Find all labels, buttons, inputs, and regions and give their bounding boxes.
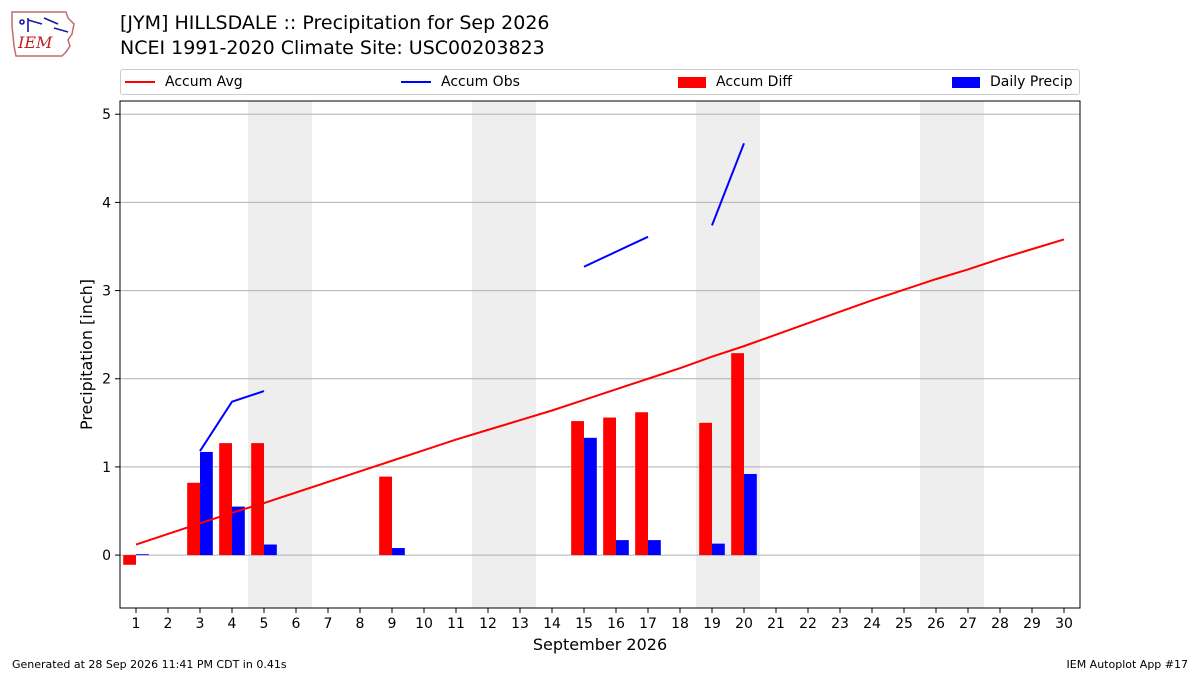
bar-accum-diff	[219, 443, 232, 556]
y-axis-label: Precipitation [inch]	[77, 279, 96, 430]
chart-title: [JYM] HILLSDALE :: Precipitation for Sep…	[120, 12, 550, 34]
bar-accum-diff	[571, 421, 584, 556]
x-tick-label: 25	[895, 616, 913, 632]
x-tick-label: 28	[991, 616, 1009, 632]
bar-accum-diff	[699, 422, 712, 556]
y-tick-label: 5	[102, 107, 111, 123]
bar-accum-diff	[251, 443, 264, 556]
x-tick-label: 7	[324, 616, 333, 632]
legend-item-accum-diff: Accum Diff	[678, 70, 792, 94]
bar-daily-precip	[232, 506, 245, 556]
bar-accum-diff	[731, 353, 744, 556]
bar-daily-precip	[584, 437, 597, 556]
x-tick-label: 2	[164, 616, 173, 632]
bar-daily-precip	[136, 554, 149, 556]
x-tick-label: 3	[196, 616, 205, 632]
iem-logo: IEM	[11, 11, 75, 57]
x-tick-label: 12	[479, 616, 497, 632]
legend: Accum Avg Accum Obs Accum Diff Daily Pre…	[120, 69, 1080, 95]
x-tick-label: 24	[863, 616, 881, 632]
bar-accum-diff	[123, 555, 136, 565]
y-tick-label: 1	[102, 460, 111, 476]
legend-swatch-daily-precip	[952, 76, 980, 88]
bar-daily-precip	[616, 540, 629, 556]
legend-label-daily-precip: Daily Precip	[990, 74, 1073, 90]
legend-label-accum-diff: Accum Diff	[716, 74, 793, 90]
bar-daily-precip	[712, 543, 725, 556]
x-tick-label: 17	[639, 616, 657, 632]
plot-frame	[119, 100, 1081, 609]
x-tick-label: 29	[1023, 616, 1041, 632]
line-accum-obs	[583, 235, 649, 268]
y-tick-label: 2	[102, 372, 111, 388]
bar-accum-diff	[603, 417, 616, 556]
bar-daily-precip	[392, 548, 405, 556]
line-accum-avg	[135, 238, 1065, 546]
x-tick-label: 10	[415, 616, 433, 632]
y-tick-label: 3	[102, 284, 111, 300]
legend-label-accum-avg: Accum Avg	[165, 74, 243, 90]
bar-daily-precip	[648, 540, 661, 556]
line-accum-obs	[711, 142, 745, 226]
x-tick-label: 22	[799, 616, 817, 632]
weekend-shade	[472, 101, 536, 608]
x-tick-label: 8	[356, 616, 365, 632]
x-tick-label: 6	[292, 616, 301, 632]
x-tick-label: 5	[260, 616, 269, 632]
x-tick-label: 21	[767, 616, 785, 632]
footer-app: IEM Autoplot App #17	[1066, 658, 1189, 671]
x-tick-label: 14	[543, 616, 561, 632]
y-tick-label: 4	[102, 195, 111, 211]
x-tick-label: 11	[447, 616, 465, 632]
legend-swatch-accum-obs	[401, 81, 431, 83]
bar-daily-precip	[744, 473, 757, 556]
x-tick-label: 30	[1055, 616, 1073, 632]
bar-accum-diff	[635, 412, 648, 556]
y-tick-label: 0	[102, 548, 111, 564]
bar-accum-diff	[187, 482, 200, 556]
chart-subtitle: NCEI 1991-2020 Climate Site: USC00203823	[120, 37, 545, 59]
legend-item-daily-precip: Daily Precip	[952, 70, 1073, 94]
legend-label-accum-obs: Accum Obs	[441, 74, 520, 90]
x-tick-label: 13	[511, 616, 529, 632]
legend-swatch-accum-avg	[125, 81, 155, 83]
footer-generated: Generated at 28 Sep 2026 11:41 PM CDT in…	[12, 658, 287, 671]
x-tick-label: 23	[831, 616, 849, 632]
x-tick-label: 18	[671, 616, 689, 632]
x-tick-label: 1	[132, 616, 141, 632]
x-tick-label: 19	[703, 616, 721, 632]
x-axis-label: September 2026	[533, 635, 667, 654]
legend-item-accum-obs: Accum Obs	[401, 70, 520, 94]
legend-swatch-accum-diff	[678, 76, 706, 88]
x-tick-label: 20	[735, 616, 753, 632]
x-tick-label: 15	[575, 616, 593, 632]
line-accum-obs	[199, 390, 265, 452]
legend-item-accum-avg: Accum Avg	[125, 70, 243, 94]
x-tick-label: 27	[959, 616, 977, 632]
x-tick-label: 16	[607, 616, 625, 632]
bar-daily-precip	[200, 451, 213, 556]
bar-daily-precip	[264, 544, 277, 556]
x-tick-label: 4	[228, 616, 237, 632]
logo-text: IEM	[17, 33, 53, 52]
x-tick-label: 9	[388, 616, 397, 632]
weekend-shade	[920, 101, 984, 608]
weather-station-icon	[19, 17, 69, 33]
bar-accum-diff	[379, 476, 392, 556]
x-tick-label: 26	[927, 616, 945, 632]
